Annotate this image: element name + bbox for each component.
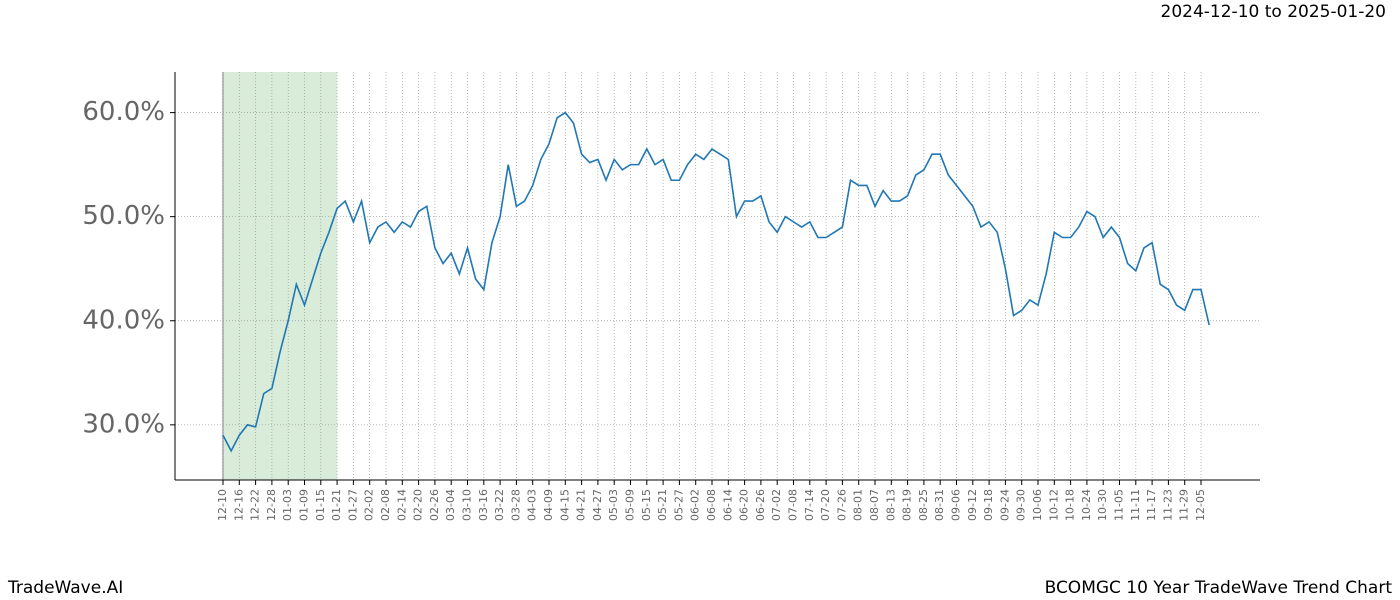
x-tick-label: 07-14: [803, 489, 816, 521]
y-tick-label: 60.0%: [82, 97, 165, 127]
x-tick-label: 02-20: [412, 489, 425, 521]
x-tick-label: 01-03: [281, 489, 294, 521]
y-tick-label: 30.0%: [82, 409, 165, 439]
trend-line: [222, 111, 1210, 453]
x-tick-label: 06-08: [705, 489, 718, 521]
x-tick-label: 03-16: [477, 489, 490, 521]
x-tick-label: 11-17: [1145, 489, 1158, 521]
x-tick-label: 12-28: [265, 489, 278, 521]
x-tick-label: 08-31: [933, 489, 946, 521]
x-tick-label: 11-29: [1178, 489, 1191, 521]
x-tick-label: 06-14: [721, 489, 734, 521]
x-tick-label: 07-26: [835, 489, 848, 521]
x-tick-label: 08-19: [901, 489, 914, 521]
x-tick-label: 01-27: [346, 489, 359, 521]
x-tick-label: 03-10: [461, 489, 474, 521]
x-tick-label: 06-02: [689, 489, 702, 521]
x-tick-label: 08-25: [917, 489, 930, 521]
x-tick-label: 10-30: [1096, 489, 1109, 521]
x-tick-label: 09-24: [998, 489, 1011, 521]
x-tick-label: 08-13: [884, 489, 897, 521]
x-tick-label: 12-10: [216, 489, 229, 521]
x-tick-label: 01-15: [314, 489, 327, 521]
x-tick-label: 05-09: [624, 489, 637, 521]
x-tick-label: 11-23: [1161, 489, 1174, 521]
chart-title: BCOMGC 10 Year TradeWave Trend Chart: [1045, 578, 1393, 598]
x-tick-label: 01-09: [298, 489, 311, 521]
date-range: 2024-12-10 to 2025-01-20: [1161, 2, 1386, 22]
x-tick-label: 04-27: [591, 489, 604, 521]
x-tick-label: 02-08: [379, 489, 392, 521]
x-tick-label: 12-16: [232, 489, 245, 521]
x-tick-label: 05-15: [640, 489, 653, 521]
x-tick-label: 02-02: [363, 489, 376, 521]
y-tick-label: 40.0%: [82, 305, 165, 335]
y-tick-label: 50.0%: [82, 201, 165, 231]
x-tick-label: 01-21: [330, 489, 343, 521]
x-tick-label: 07-08: [787, 489, 800, 521]
x-tick-label: 05-03: [607, 489, 620, 521]
x-tick-label: 10-12: [1047, 489, 1060, 521]
x-tick-label: 02-26: [428, 489, 441, 521]
x-tick-label: 09-06: [950, 489, 963, 521]
x-tick-label: 08-07: [868, 489, 881, 521]
brand: TradeWave.AI: [7, 578, 123, 598]
x-tick-label: 09-30: [1015, 489, 1028, 521]
x-tick-label: 06-26: [754, 489, 767, 521]
x-tick-label: 12-05: [1194, 489, 1207, 521]
x-tick-label: 09-12: [966, 489, 979, 521]
x-tick-label: 08-01: [852, 489, 865, 521]
x-tick-label: 10-24: [1080, 489, 1093, 521]
x-tick-label: 03-04: [444, 489, 457, 521]
x-tick-label: 11-11: [1129, 489, 1142, 521]
x-tick-label: 12-22: [249, 489, 262, 521]
x-tick-label: 09-18: [982, 489, 995, 521]
x-tick-label: 03-22: [493, 489, 506, 521]
x-tick-label: 04-03: [526, 489, 539, 521]
x-tick-label: 05-27: [672, 489, 685, 521]
x-tick-label: 11-05: [1113, 489, 1126, 521]
x-tick-label: 04-21: [575, 489, 588, 521]
x-tick-label: 04-09: [542, 489, 555, 521]
highlight-span: [223, 72, 338, 480]
x-tick-label: 04-15: [558, 489, 571, 521]
x-tick-label: 10-06: [1031, 489, 1044, 521]
x-tick-label: 03-28: [509, 489, 522, 521]
x-tick-label: 10-18: [1064, 489, 1077, 521]
x-tick-label: 06-20: [738, 489, 751, 521]
x-tick-label: 05-21: [656, 489, 669, 521]
x-tick-label: 02-14: [395, 489, 408, 521]
x-tick-label: 07-20: [819, 489, 832, 521]
x-tick-label: 07-02: [770, 489, 783, 521]
